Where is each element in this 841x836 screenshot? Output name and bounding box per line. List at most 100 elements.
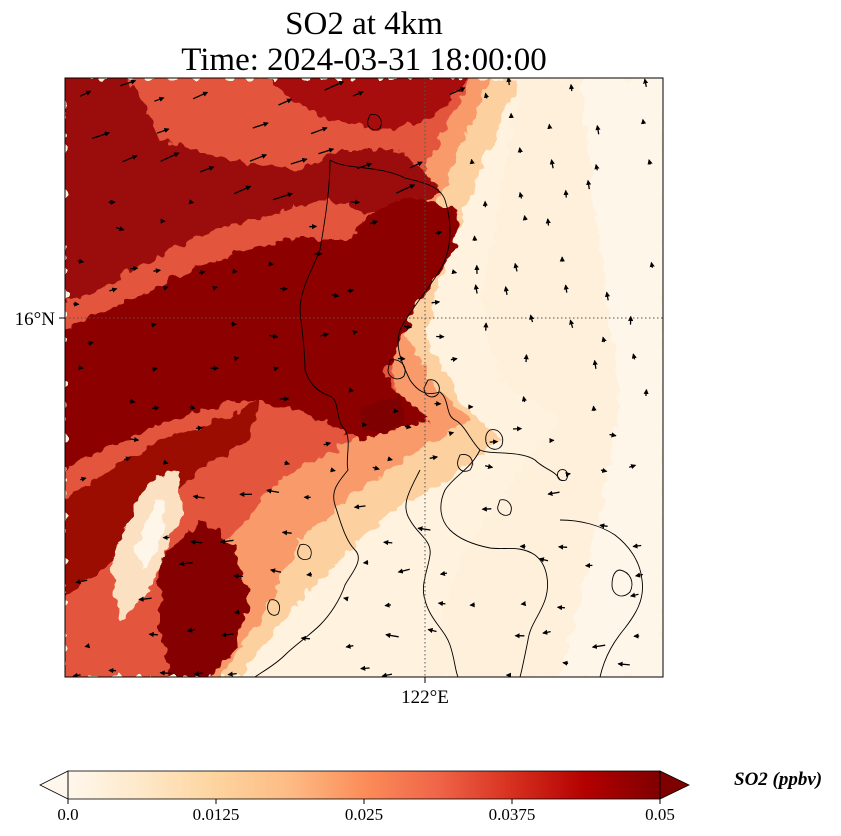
wind-arrow <box>409 161 423 169</box>
wind-vectors <box>72 78 655 686</box>
colorbar-tick-label: 0.025 <box>344 805 384 824</box>
wind-arrow <box>599 523 608 529</box>
wind-arrow <box>503 286 509 296</box>
wind-arrow <box>80 476 87 482</box>
wind-arrow <box>269 568 282 574</box>
wind-arrow <box>591 405 597 412</box>
wind-arrow <box>385 632 399 638</box>
wind-arrow <box>547 490 560 496</box>
wind-arrow <box>75 579 88 585</box>
wind-arrow <box>151 322 157 328</box>
wind-arrow <box>196 425 204 431</box>
map-frame <box>64 77 664 678</box>
wind-arrow <box>199 166 215 173</box>
wind-arrow <box>609 432 617 438</box>
wind-arrow <box>556 604 565 611</box>
wind-arrow <box>356 162 373 170</box>
so2-streak-middle <box>65 195 460 470</box>
wind-arrow <box>268 333 279 339</box>
wind-arrow <box>545 218 551 226</box>
wind-arrow <box>138 596 152 602</box>
wind-arrow <box>549 159 555 169</box>
wind-arrow <box>343 596 349 602</box>
coastline-luzon <box>254 159 561 677</box>
wind-arrow <box>568 83 575 92</box>
wind-arrow <box>109 287 118 293</box>
wind-arrow <box>372 465 380 471</box>
wind-arrow <box>350 199 361 205</box>
wind-arrow <box>278 98 293 106</box>
wind-arrow <box>634 572 643 578</box>
wind-arrow <box>397 568 410 574</box>
so2-streak-upper <box>65 78 440 300</box>
colorbar-extend-high <box>659 770 690 800</box>
wind-arrow <box>353 504 366 510</box>
wind-arrow <box>188 199 195 205</box>
wind-arrow <box>449 87 466 95</box>
wind-arrow <box>220 632 234 638</box>
wind-arrow <box>91 131 111 140</box>
wind-arrow <box>517 147 523 153</box>
wind-arrow <box>629 464 637 470</box>
wind-arrow <box>345 643 354 649</box>
wind-arrow <box>234 609 240 615</box>
wind-arrow <box>77 258 85 264</box>
wind-arrow <box>189 404 196 410</box>
wind-arrow <box>324 81 345 91</box>
wind-arrow <box>563 284 569 293</box>
coastline-island-b <box>611 569 633 597</box>
wind-arrow <box>439 570 448 577</box>
colorbar-tick-label: 0.05 <box>645 805 675 824</box>
wind-arrow <box>309 684 319 686</box>
wind-arrow <box>192 91 209 100</box>
wind-arrow <box>306 571 312 577</box>
so2-streak-south <box>160 520 250 677</box>
wind-arrow <box>629 592 639 598</box>
wind-arrow <box>252 121 269 129</box>
wind-arrow <box>129 398 136 404</box>
coastline-island-j <box>557 469 569 481</box>
wind-arrow <box>318 147 335 155</box>
wind-arrow <box>594 163 600 171</box>
wind-arrow <box>347 288 355 294</box>
wind-arrow <box>595 124 601 135</box>
wind-arrow <box>434 230 443 236</box>
map-subtitle-time: Time: 2024-03-31 18:00:00 <box>181 42 547 78</box>
wind-arrow <box>323 441 332 447</box>
wind-arrow <box>604 291 611 301</box>
wind-arrow <box>154 96 165 102</box>
coastline-island-a <box>485 429 504 450</box>
wind-arrow <box>617 661 630 667</box>
colorbar-tick-label: 0.0 <box>57 805 79 824</box>
wind-arrow <box>427 628 437 634</box>
wind-arrow <box>429 455 439 461</box>
wind-arrow <box>212 285 218 291</box>
wind-arrow <box>522 214 528 221</box>
wind-arrow <box>84 643 91 649</box>
coastline-southern-luzon <box>405 449 548 677</box>
wind-arrow <box>193 671 203 677</box>
wind-arrow <box>179 561 193 567</box>
coastlines <box>254 113 643 677</box>
wind-arrow <box>331 292 340 298</box>
wind-arrow <box>281 530 292 536</box>
colorbar-tick-label: 0.0125 <box>192 805 240 824</box>
wind-arrow <box>594 682 603 684</box>
coastline-island-i <box>497 499 512 516</box>
wind-arrow <box>148 631 158 638</box>
wind-arrow <box>233 356 240 362</box>
wind-arrow <box>404 424 412 430</box>
wind-arrow <box>506 78 512 86</box>
wind-arrow <box>600 467 608 473</box>
wind-arrow <box>641 118 647 125</box>
wind-arrow <box>352 91 364 97</box>
lon-tick-label: 122°E <box>401 687 449 708</box>
wind-arrow <box>483 92 490 99</box>
wind-arrow <box>520 600 527 607</box>
wind-arrow <box>473 284 479 294</box>
wind-arrow <box>384 602 391 608</box>
wind-arrow <box>115 226 125 232</box>
wind-arrow <box>160 152 180 162</box>
wind-arrow <box>268 261 274 267</box>
